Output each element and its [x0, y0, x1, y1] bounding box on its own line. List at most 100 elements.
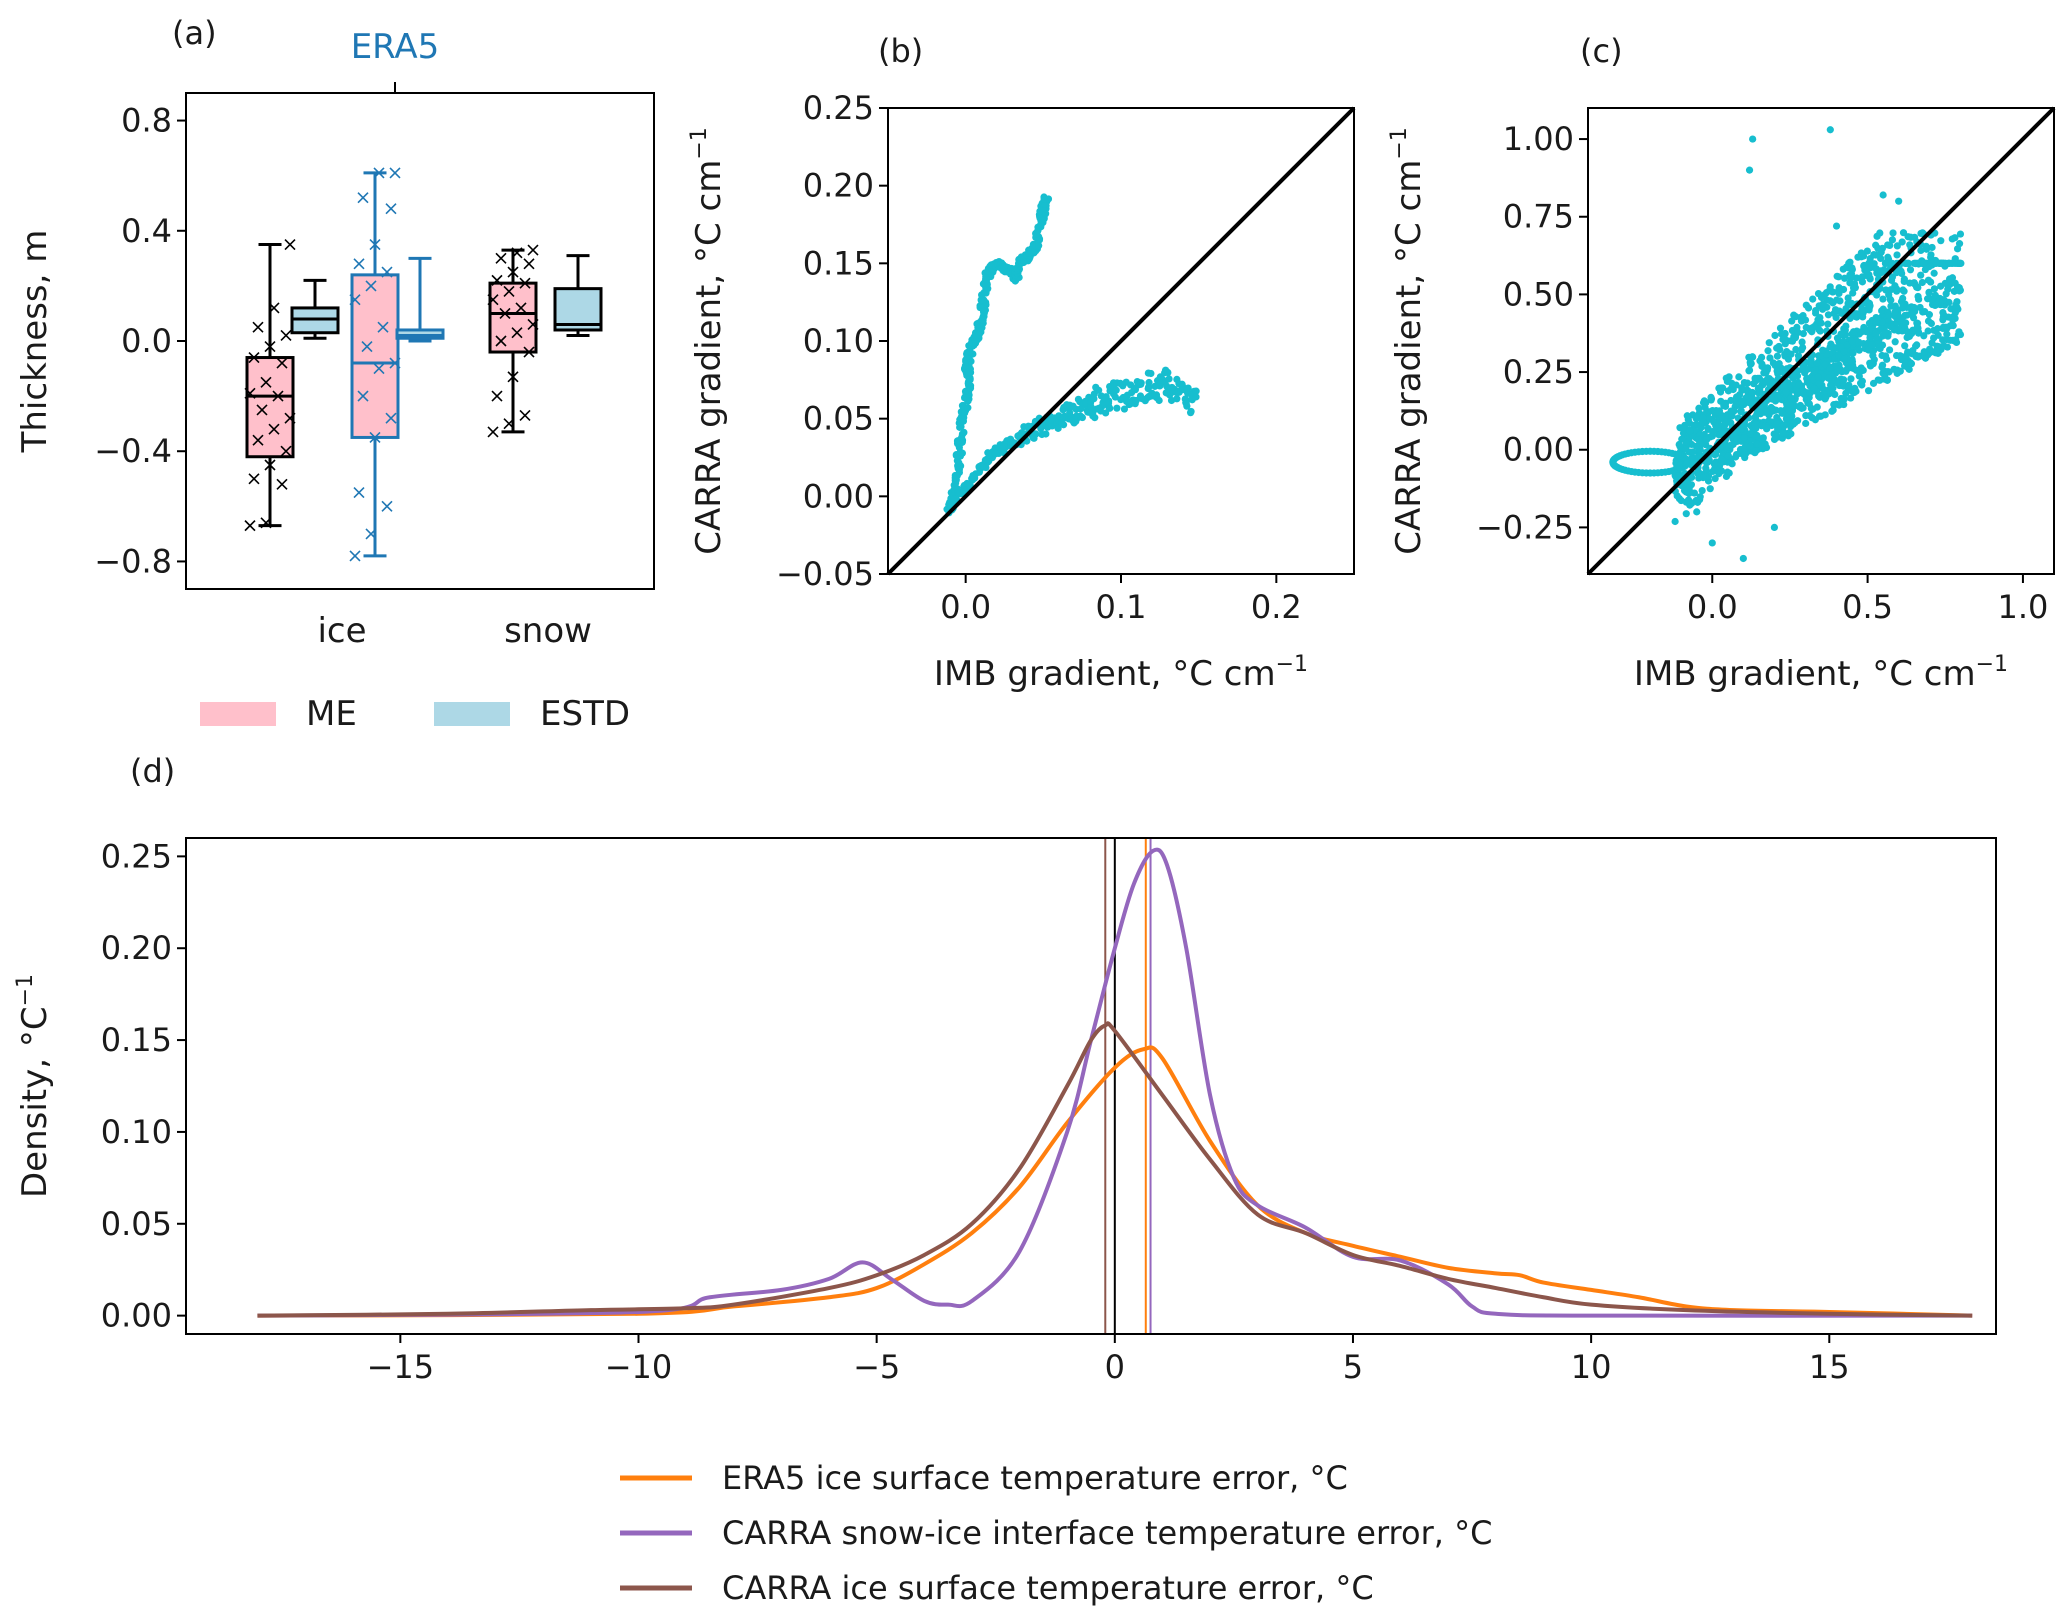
box-point	[523, 346, 535, 358]
box-point	[260, 517, 272, 529]
box-point	[373, 167, 385, 179]
scatter-point	[1909, 314, 1918, 322]
point-stroke	[373, 362, 385, 375]
scatter-point	[1192, 393, 1200, 401]
scatter-point	[1746, 358, 1754, 367]
scatter-point	[1787, 394, 1795, 402]
scatter-point	[1182, 399, 1190, 407]
panel-d-xtick-label: −15	[367, 1348, 435, 1386]
scatter-point	[1708, 406, 1717, 415]
scatter-point	[1899, 294, 1907, 302]
scatter-point	[1702, 466, 1710, 475]
scatter-point	[1813, 359, 1821, 367]
scatter-point	[1868, 341, 1876, 349]
scatter-point	[1829, 406, 1837, 414]
scatter-point	[1859, 313, 1867, 321]
point-stroke	[495, 335, 507, 347]
point-stroke	[385, 203, 397, 215]
scatter-point	[1694, 436, 1703, 444]
point-stroke	[284, 238, 296, 251]
scatter-point	[1853, 310, 1861, 318]
scatter-point	[1912, 283, 1921, 291]
scatter-point	[1735, 373, 1743, 381]
scatter-point	[961, 409, 969, 417]
scatter-point	[1807, 404, 1815, 412]
scatter-point	[1746, 442, 1754, 450]
scatter-point	[1917, 246, 1925, 255]
scatter-point	[1840, 354, 1848, 362]
scatter-point	[1930, 285, 1939, 293]
scatter-point	[1869, 379, 1878, 387]
box-point	[268, 302, 280, 314]
scatter-point	[1926, 345, 1934, 353]
scatter-point	[1907, 360, 1916, 368]
scatter-point	[1925, 288, 1933, 297]
box-point	[272, 390, 284, 402]
panel-c-xtick-label: 1.0	[1997, 588, 2048, 626]
box-point	[503, 418, 515, 430]
scatter-point	[1035, 242, 1043, 250]
scatter-point	[1752, 432, 1760, 440]
scatter-point	[1711, 474, 1719, 483]
point-stroke	[365, 280, 377, 292]
scatter-point	[1699, 414, 1707, 422]
point-stroke	[357, 192, 369, 204]
scatter-point	[1808, 360, 1816, 368]
panel-b-xlabel: IMB gradient, °C cm−1	[934, 652, 1308, 694]
panel-a-ytick-label: −0.4	[94, 432, 172, 470]
panel-d-xtick-label: 5	[1343, 1348, 1363, 1386]
scatter-point	[1147, 369, 1155, 378]
scatter-point	[1749, 135, 1757, 143]
scatter-point	[1715, 470, 1723, 478]
scatter-point	[1873, 232, 1881, 240]
scatter-point	[1728, 460, 1736, 468]
panel-b-xlabel-text: IMB gradient, °C cm	[934, 654, 1276, 694]
box-point	[495, 252, 507, 264]
scatter-point	[1059, 406, 1067, 414]
scatter-point	[1718, 413, 1726, 421]
scatter-point	[1836, 297, 1844, 305]
panel-d-xtick-label: 10	[1571, 1348, 1612, 1386]
box-ice-me	[245, 356, 295, 459]
scatter-point	[1037, 425, 1045, 433]
panel-c-ytick-label: 0.75	[1503, 198, 1574, 236]
point-stroke	[527, 318, 539, 331]
box-point	[377, 321, 389, 333]
scatter-point	[1873, 291, 1881, 299]
scatter-point	[1931, 327, 1940, 335]
scatter-point	[1844, 299, 1852, 308]
scatter-point	[1879, 191, 1887, 199]
scatter-point	[1732, 451, 1741, 459]
scatter-point	[1715, 384, 1723, 392]
scatter-point	[1887, 276, 1896, 284]
scatter-point	[1113, 404, 1121, 412]
panel-b-ylabel-exp: −1	[687, 127, 712, 159]
point-stroke	[381, 500, 393, 512]
scatter-point	[1162, 389, 1170, 397]
point-stroke	[377, 321, 389, 333]
panel-d-ytick-label: 0.10	[101, 1113, 172, 1151]
scatter-point	[1931, 291, 1939, 299]
box-snow-me	[488, 281, 538, 354]
scatter-point	[1923, 295, 1932, 303]
box-point	[381, 266, 393, 278]
box-point	[511, 247, 523, 259]
scatter-point	[1912, 351, 1921, 360]
scatter-point	[1746, 398, 1754, 406]
scatter-point	[1787, 350, 1795, 358]
box-point	[252, 321, 264, 333]
panel-c-ytick-label: 0.50	[1503, 275, 1574, 313]
scatter-point	[1777, 407, 1785, 415]
point-stroke	[523, 258, 535, 270]
panel-b-xlabel-exp: −1	[1276, 652, 1308, 677]
scatter-point	[1165, 375, 1173, 383]
scatter-point	[1953, 245, 1962, 253]
scatter-point	[1739, 554, 1747, 563]
panel-d-line-carra-surface	[257, 1021, 1973, 1318]
panel-c-ytick-label: −0.25	[1476, 508, 1574, 546]
scatter-point	[1831, 390, 1839, 399]
panel-a-ylabel: Thickness, m	[15, 230, 55, 454]
scatter-point	[1829, 344, 1837, 352]
point-stroke	[349, 550, 361, 562]
point-stroke	[369, 431, 381, 444]
